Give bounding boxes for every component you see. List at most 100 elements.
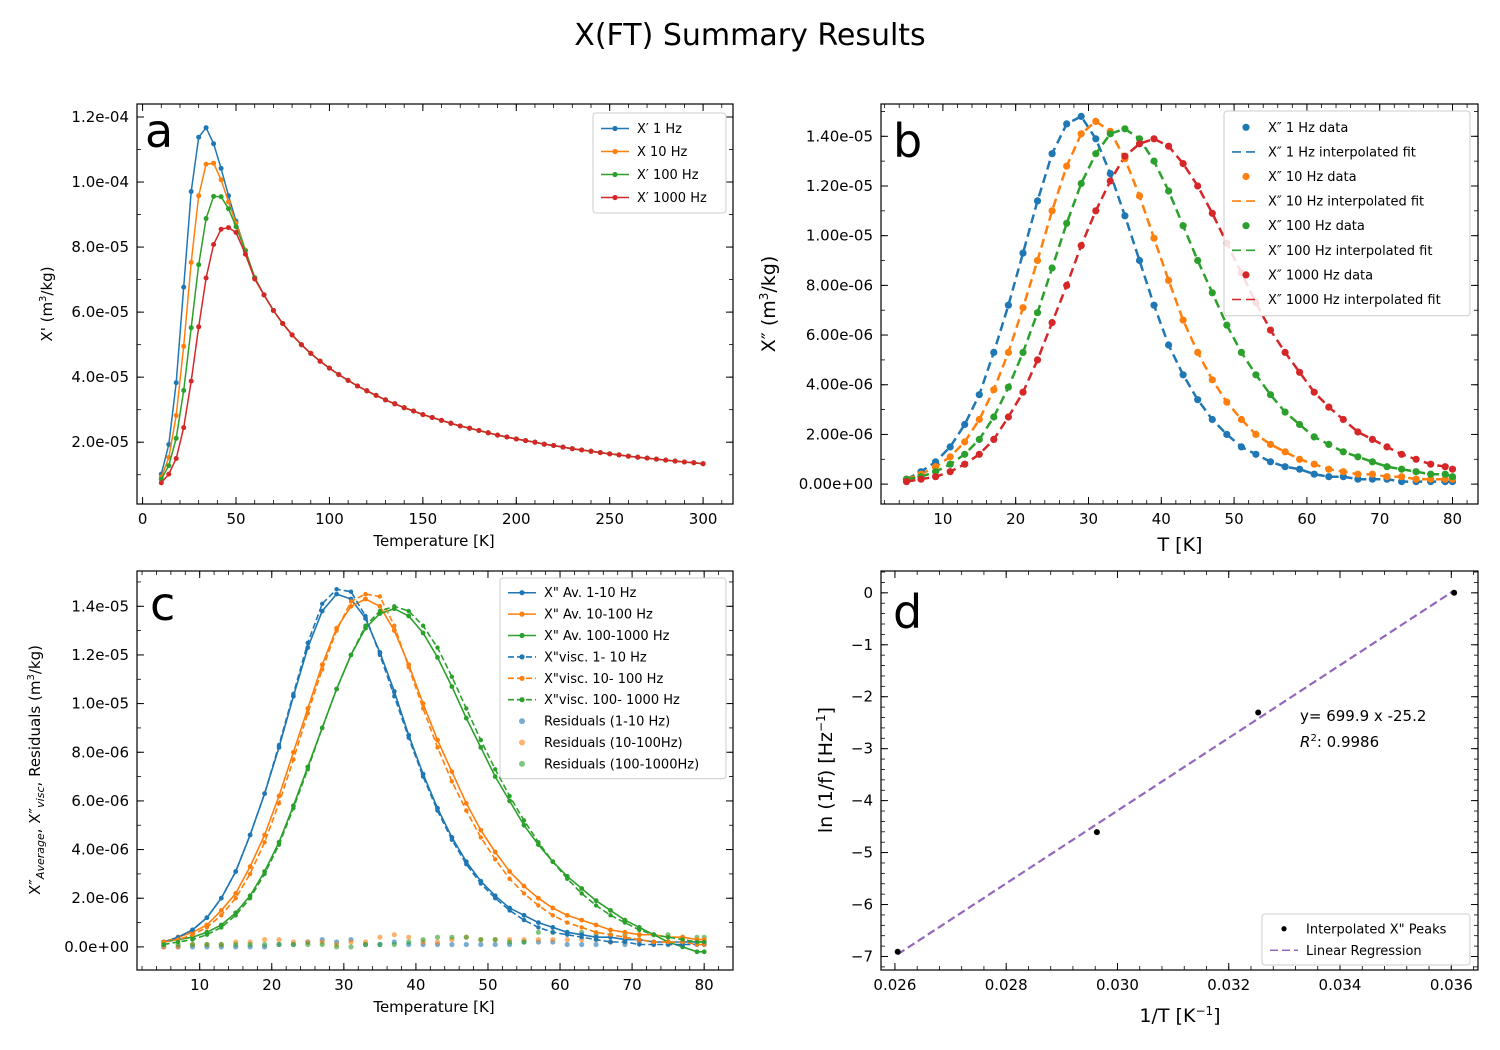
data-point-c100 <box>1310 433 1318 441</box>
visc-point-c100 <box>204 932 210 937</box>
data-point-c100 <box>1368 458 1376 466</box>
data-point-c100 <box>1398 465 1406 473</box>
panel-d-xlabel: 1/T [K−1] <box>1139 1004 1220 1027</box>
data-point-c1000 <box>485 430 491 436</box>
residual-point-c100 <box>420 937 426 943</box>
panel-b-ytick-label: 4.00e-06 <box>806 376 873 394</box>
data-point-c10 <box>1092 117 1100 125</box>
visc-point-c10 <box>420 706 426 711</box>
data-point-c10 <box>1208 376 1216 384</box>
data-point-c1 <box>188 189 194 194</box>
data-point-c100 <box>961 450 969 458</box>
visc-point-c100 <box>190 937 195 942</box>
panel-a-xtick-label: 300 <box>689 510 718 528</box>
data-point-c100 <box>1106 130 1114 138</box>
visc-point-c1 <box>348 589 354 594</box>
visc-point-c100 <box>449 674 455 679</box>
visc-point-c10 <box>262 840 267 845</box>
panel-b-xtick-label: 30 <box>1079 510 1098 528</box>
visc-point-c1 <box>608 939 613 945</box>
residual-point-c100 <box>262 941 268 948</box>
data-point-c1000 <box>504 434 510 440</box>
panel-c-ytick-label: 2.0e-06 <box>71 889 129 907</box>
data-point-c10 <box>1004 348 1013 356</box>
visc-point-c100 <box>233 913 238 918</box>
legend-entry-label: X″ 10 Hz interpolated fit <box>1268 195 1424 210</box>
data-point-c10 <box>1412 475 1420 483</box>
visc-point-c100 <box>334 686 339 692</box>
svg-text:1/T [K−1]: 1/T [K−1] <box>1139 1004 1220 1027</box>
data-point-c10 <box>1165 276 1173 284</box>
average-point-c10 <box>521 883 527 889</box>
legend-marker-swatch <box>519 590 525 596</box>
panel-d-ytick-label: −3 <box>851 740 873 758</box>
data-point-c100 <box>1339 448 1347 456</box>
visc-point-c100 <box>420 623 426 628</box>
visc-point-c1 <box>493 896 498 901</box>
visc-point-c100 <box>608 913 613 918</box>
peak-point <box>1451 589 1458 596</box>
legend-marker-swatch <box>519 611 525 617</box>
data-point-c100 <box>1004 383 1013 391</box>
residual-point-c10 <box>434 939 441 945</box>
panel-a-letter: a <box>145 104 173 158</box>
data-point-c10 <box>1033 256 1042 265</box>
data-point-c1000 <box>1033 356 1042 364</box>
visc-point-c100 <box>651 932 656 937</box>
svg-text:ln (1/f) [Hz−1]: ln (1/f) [Hz−1] <box>814 707 837 833</box>
visc-point-c10 <box>276 801 282 806</box>
data-point-c10 <box>1194 348 1202 356</box>
data-point-c10 <box>1150 234 1158 242</box>
fit-line-c1000 <box>906 137 1453 483</box>
data-point-c10 <box>1398 473 1406 481</box>
data-point-c1000 <box>467 425 473 431</box>
panel-a-xtick-label: 100 <box>315 510 344 528</box>
average-point-c10 <box>276 793 282 799</box>
average-point-c100 <box>463 715 469 721</box>
legend-entry-label: X″ 1000 Hz interpolated fit <box>1268 293 1441 308</box>
data-point-c10 <box>975 415 983 424</box>
data-point-c100 <box>1237 348 1245 356</box>
panel-b-frame <box>880 103 1479 505</box>
data-point-c1000 <box>607 451 613 457</box>
visc-point-c1 <box>204 915 210 920</box>
visc-point-c10 <box>550 913 555 918</box>
panel-c-legend-box <box>499 577 727 780</box>
data-point-c1 <box>1223 430 1231 438</box>
residual-point-c10 <box>564 937 570 943</box>
visc-point-c100 <box>665 935 671 940</box>
data-point-c100 <box>173 435 179 441</box>
data-point-c1000 <box>1106 177 1114 185</box>
visc-point-c10 <box>493 857 498 862</box>
data-point-c10 <box>1237 415 1245 424</box>
data-point-c1 <box>218 165 224 171</box>
data-point-c10 <box>1368 470 1376 478</box>
average-point-c10 <box>536 895 541 901</box>
data-point-c1000 <box>1077 242 1085 250</box>
data-point-c1000 <box>579 447 585 453</box>
residual-point-c100 <box>290 941 296 948</box>
panel-a-ytick-label: 1.2e-04 <box>71 108 129 126</box>
data-point-c1000 <box>1004 413 1013 421</box>
legend-entry-label: Interpolated X" Peaks <box>1306 922 1447 937</box>
data-point-c10 <box>1063 162 1071 170</box>
data-point-c100 <box>1063 219 1071 227</box>
data-point-c1000 <box>1019 388 1027 396</box>
data-point-c10 <box>1427 475 1435 483</box>
data-point-c1 <box>1310 470 1318 478</box>
regression-line <box>897 589 1455 956</box>
panel-b-ylabel: X″ (m3/kg) <box>757 256 780 353</box>
residual-point-c1 <box>478 941 484 948</box>
residual-point-c100 <box>204 941 210 948</box>
data-point-c10 <box>1281 448 1289 456</box>
average-point-c10 <box>463 800 469 806</box>
data-point-c100 <box>990 413 998 421</box>
data-point-c10 <box>196 193 202 199</box>
data-point-c1 <box>1048 150 1056 158</box>
data-point-c1 <box>1121 212 1129 220</box>
panel-c-xtick-label: 10 <box>190 976 209 994</box>
average-point-c100 <box>701 949 707 955</box>
visc-point-c10 <box>348 599 354 604</box>
data-point-c1000 <box>355 383 360 389</box>
visc-point-c10 <box>536 903 541 908</box>
